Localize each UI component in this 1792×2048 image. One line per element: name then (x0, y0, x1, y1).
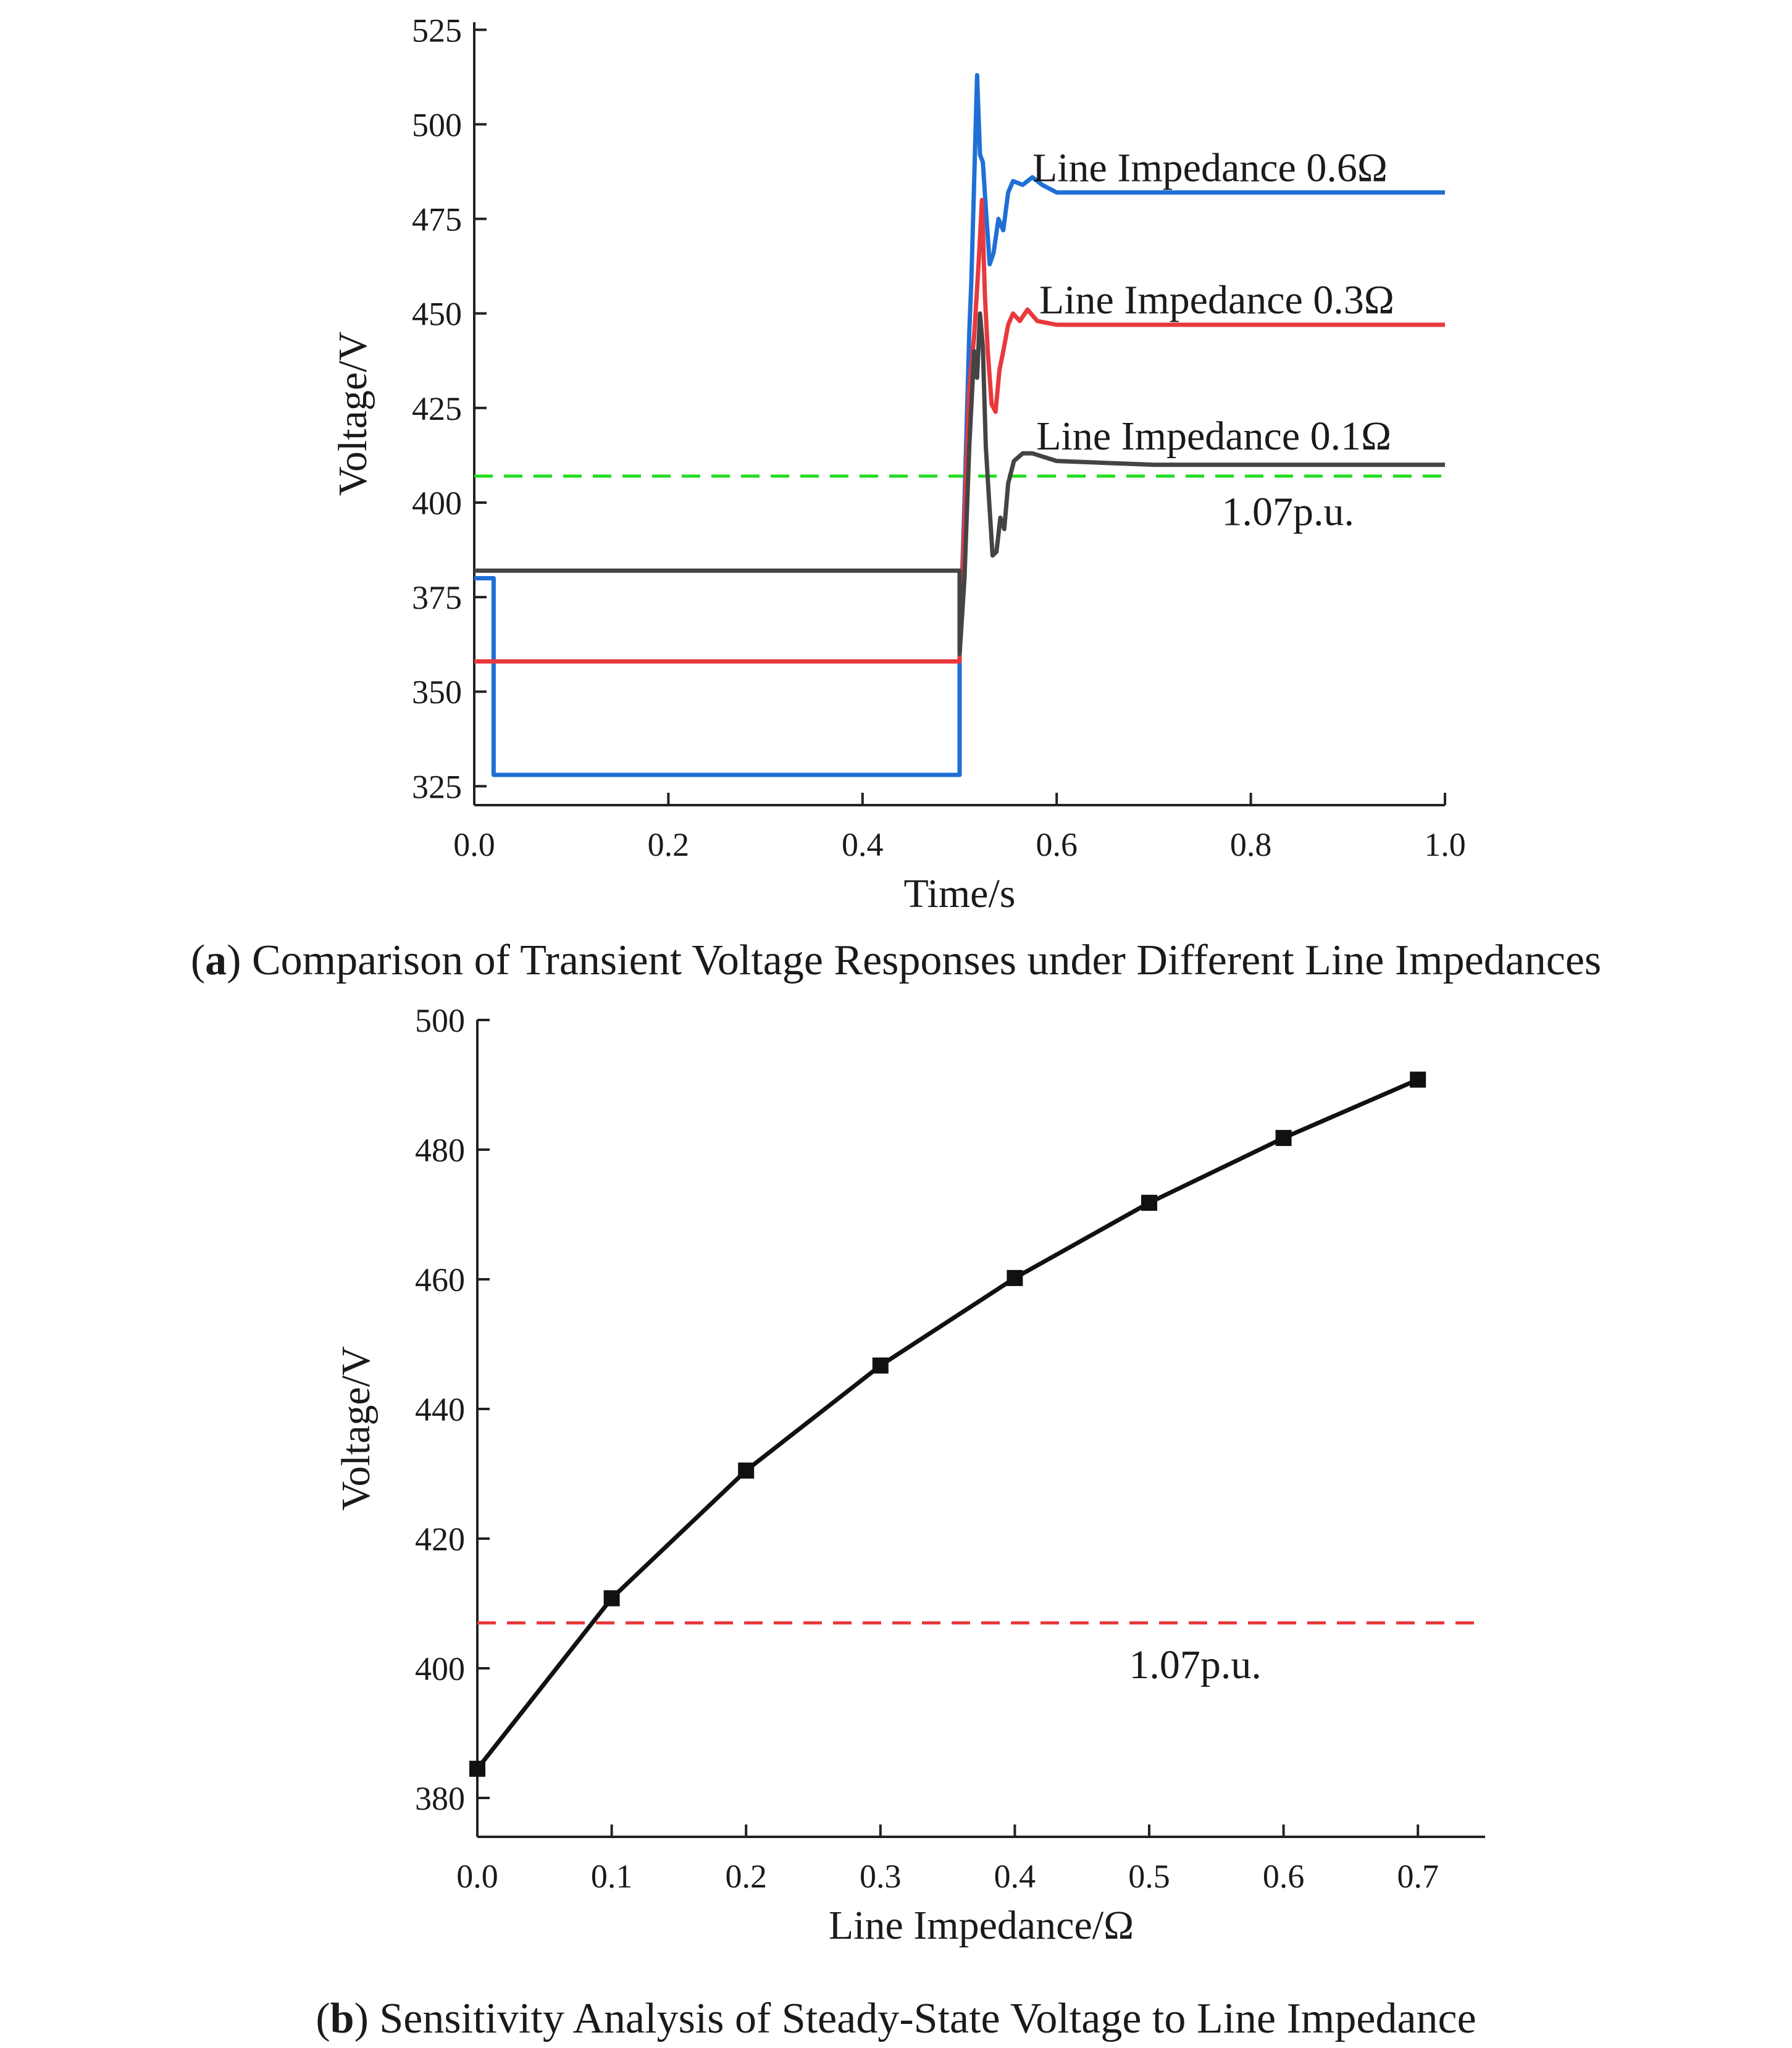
y-tick-label: 375 (412, 579, 462, 616)
data-point-marker (1410, 1071, 1426, 1088)
y-tick-label: 325 (412, 768, 462, 805)
data-point-marker (1007, 1269, 1023, 1286)
x-tick-label: 0.4 (994, 1858, 1036, 1895)
chart-b: 0.0 0.1 0.2 0.3 0.4 0.5 0.6 0.7 380 400 420 440 460 4… (333, 1002, 1485, 1948)
annotation-label: Line Impedance 0.1Ω (1036, 414, 1391, 459)
x-tick-label: 0.6 (1036, 826, 1078, 863)
caption-b-letter: b (330, 1995, 354, 2042)
y-tick-label: 400 (415, 1650, 465, 1687)
x-axis-label: Time/s (904, 871, 1016, 916)
annotation-label: 1.07p.u. (1129, 1642, 1262, 1687)
data-point-marker (738, 1462, 755, 1479)
x-tick-label: 1.0 (1424, 826, 1466, 863)
y-tick-label: 350 (412, 674, 462, 711)
y-tick-label: 480 (415, 1132, 465, 1169)
annotation-label: Line Impedance 0.3Ω (1039, 278, 1394, 323)
x-tick-label: 0.2 (725, 1858, 767, 1895)
y-tick-label: 450 (412, 296, 462, 333)
x-tick-label: 0.7 (1397, 1858, 1439, 1895)
caption-a-text: Comparison of Transient Voltage Response… (252, 937, 1601, 984)
caption-b-text: Sensitivity Analysis of Steady-State Vol… (379, 1995, 1476, 2042)
y-tick-label: 380 (415, 1780, 465, 1817)
caption-a-letter: a (205, 937, 227, 984)
x-tick-label: 0.4 (842, 826, 884, 863)
y-tick-label: 500 (415, 1002, 465, 1039)
x-tick-label: 0.6 (1263, 1858, 1305, 1895)
y-tick-label: 475 (412, 201, 462, 238)
y-tick-label: 525 (412, 12, 462, 49)
chart-a: 0.0 0.2 0.4 0.6 0.8 1.0 325 350 375 400 425 450 475 5… (330, 12, 1466, 916)
x-tick-label: 0.0 (453, 826, 495, 863)
y-tick-label: 460 (415, 1261, 465, 1298)
x-tick-label: 0.2 (648, 826, 690, 863)
annotation-label: 1.07p.u. (1221, 490, 1354, 535)
data-point-marker (1275, 1130, 1292, 1147)
y-axis-label: Voltage/V (330, 332, 375, 496)
data-point-marker (603, 1590, 620, 1607)
caption-a: (a) Comparison of Transient Voltage Resp… (191, 937, 1601, 984)
data-point-marker (1141, 1195, 1157, 1211)
y-tick-label: 440 (415, 1391, 465, 1428)
x-tick-label: 0.8 (1230, 826, 1272, 863)
x-tick-label: 0.5 (1128, 1858, 1170, 1895)
data-point-marker (469, 1760, 485, 1777)
caption-b: (b) Sensitivity Analysis of Steady-State… (316, 1995, 1476, 2042)
y-tick-label: 425 (412, 390, 462, 427)
y-tick-label: 400 (412, 485, 462, 522)
x-axis-label: Line Impedance/Ω (829, 1903, 1134, 1948)
y-axis-label: Voltage/V (333, 1346, 379, 1510)
x-tick-label: 0.3 (860, 1858, 902, 1895)
y-tick-label: 420 (415, 1521, 465, 1558)
data-point-marker (872, 1357, 889, 1374)
annotation-label: Line Impedance 0.6Ω (1032, 145, 1388, 190)
x-tick-label: 0.1 (591, 1858, 633, 1895)
series-line-2 (474, 311, 1445, 656)
y-tick-label: 500 (412, 106, 462, 143)
x-tick-label: 0.0 (456, 1858, 498, 1895)
series-line-0 (475, 1077, 1419, 1770)
